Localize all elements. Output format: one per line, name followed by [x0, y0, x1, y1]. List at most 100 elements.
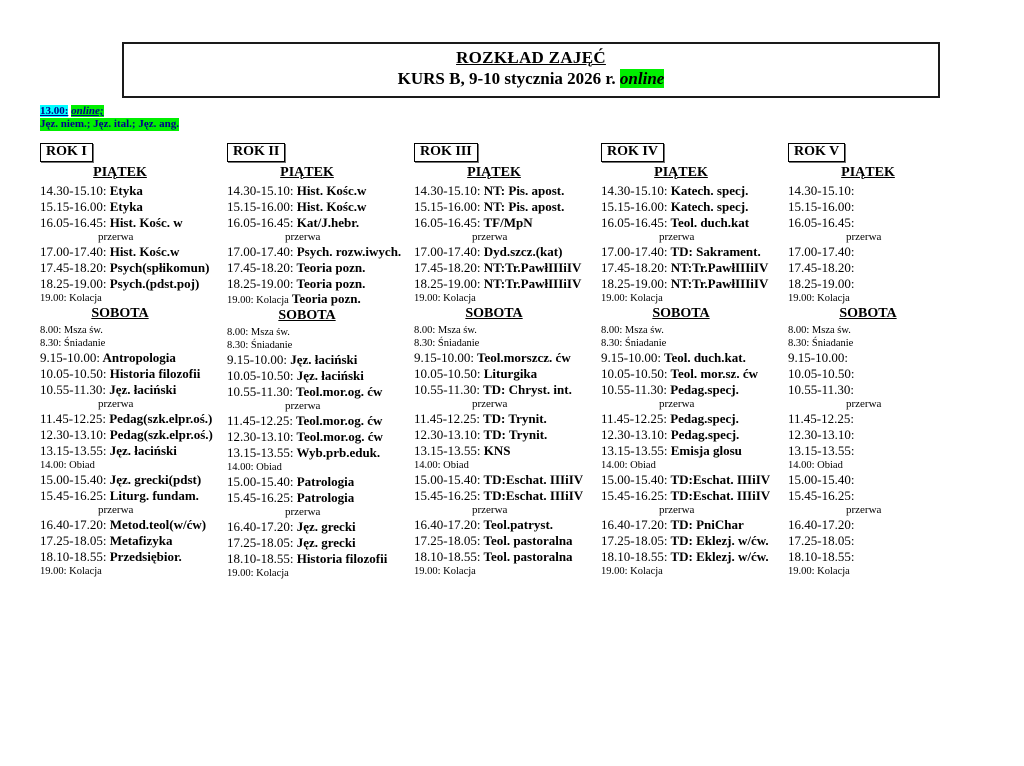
entry-time: 19.00: Kolacja	[601, 566, 663, 577]
year-label-row: ROK I	[40, 142, 227, 164]
schedule-entry: 10.05-10.50: Historia filozofii	[40, 366, 227, 382]
meal-row: 19.00: Kolacja	[40, 565, 227, 578]
entry-time: 9.15-10.00:	[227, 352, 287, 367]
entry-time: 10.55-11.30:	[788, 382, 854, 397]
entry-time: 10.05-10.50:	[40, 366, 107, 381]
entry-subject: Historia filozofii	[106, 366, 201, 381]
schedule-entry: 17.00-17.40:	[788, 244, 945, 260]
entry-time: 19.00: Kolacja	[788, 566, 850, 577]
schedule-entry: 16.40-17.20: Metod.teol(w/ćw)	[40, 517, 227, 533]
meal-row: 8.30: Śniadanie	[788, 337, 945, 350]
entry-subject: Metod.teol(w/ćw)	[106, 517, 207, 532]
entry-time: 18.25-19.00:	[601, 276, 668, 291]
entry-time: 18.25-19.00:	[788, 276, 855, 291]
entry-subject: NT:Tr.PawłIIIiIV	[480, 260, 582, 275]
entry-time: 16.05-16.45:	[414, 215, 481, 230]
entry-time: 17.45-18.20:	[601, 260, 668, 275]
meal-row: 8.30: Śniadanie	[227, 339, 414, 352]
note-languages: Jęz. niem.; Jęz. ital.; Jęz. ang.	[40, 118, 179, 131]
entry-time: 14.00: Obiad	[414, 460, 469, 471]
entry-time: 14.00: Obiad	[40, 460, 95, 471]
entry-time: 8.00: Msza św.	[40, 325, 103, 336]
entry-subject: Hist. Kośc.w	[293, 199, 367, 214]
year-column: ROK II PIĄTEK 14.30-15.10: Hist. Kośc.w 15.…	[227, 142, 414, 580]
entry-subject: NT:Tr.PawłIIIiIV	[667, 276, 769, 291]
meal-row: 14.00: Obiad	[40, 459, 227, 472]
schedule-entry: 16.40-17.20: TD: PniChar	[601, 517, 788, 533]
entry-subject: Teol. mor.sz. ćw	[667, 366, 758, 381]
entry-time: 15.15-16.00:	[788, 199, 855, 214]
meal-row: 8.30: Śniadanie	[601, 337, 788, 350]
schedule-entry: 14.30-15.10: Etyka	[40, 183, 227, 199]
entry-time: 15.45-16.25:	[601, 488, 668, 503]
schedule-entry: 10.05-10.50:	[788, 366, 945, 382]
schedule-entry: 10.55-11.30: Pedag.specj.	[601, 382, 788, 398]
entry-time: 14.30-15.10:	[788, 183, 855, 198]
day-header: PIĄTEK	[467, 165, 521, 180]
entry-time: 12.30-13.10:	[40, 427, 107, 442]
entry-time: 15.00-15.40:	[40, 472, 107, 487]
entry-time: 13.15-13.55:	[414, 443, 481, 458]
year-label-row: ROK II	[227, 142, 414, 164]
entry-time: 12.30-13.10:	[601, 427, 668, 442]
year-label: ROK II	[227, 143, 286, 162]
schedule-entry: 11.45-12.25: TD: Trynit.	[414, 411, 601, 427]
year-label: ROK III	[414, 143, 478, 162]
entry-time: 18.10-18.55:	[601, 549, 668, 564]
schedule-entry: 15.00-15.40:	[788, 472, 945, 488]
entry-time: 16.05-16.45:	[601, 215, 668, 230]
entry-time: 10.05-10.50:	[414, 366, 481, 381]
entry-time: 10.05-10.50:	[601, 366, 668, 381]
entry-time: 18.10-18.55:	[414, 549, 481, 564]
schedule-entry: 13.15-13.55: Jęz. łaciński	[40, 443, 227, 459]
entry-subject: Jęz. łaciński	[293, 368, 364, 383]
entry-time: 17.00-17.40:	[40, 244, 107, 259]
schedule-entry: 17.00-17.40: Dyd.szcz.(kat)	[414, 244, 601, 260]
entry-subject: Teol.mor.og. ćw	[292, 413, 383, 428]
year-column: ROK V PIĄTEK 14.30-15.10: 15.15-16.00: 16.05…	[788, 142, 945, 580]
entry-time: 17.45-18.20:	[414, 260, 481, 275]
schedule-entry: 18.25-19.00: Psych.(pdst.poj)	[40, 276, 227, 292]
entry-subject: Pedag.specj.	[667, 427, 740, 442]
entry-subject: TD: Sakrament.	[667, 244, 761, 259]
day-header: PIĄTEK	[93, 165, 147, 180]
schedule-entry: 14.30-15.10: Katech. specj.	[601, 183, 788, 199]
entry-time: 17.25-18.05:	[40, 533, 107, 548]
schedule-entry: 15.00-15.40: TD:Eschat. IIIiIV	[601, 472, 788, 488]
break-row: przerwa	[285, 400, 321, 412]
day-header: SOBOTA	[652, 306, 710, 321]
schedule-entry: 17.45-18.20:	[788, 260, 945, 276]
schedule-entry: 16.40-17.20: Jęz. grecki	[227, 519, 414, 535]
entry-subject: TD:Eschat. IIIiIV	[480, 472, 584, 487]
entry-subject: TD: PniChar	[667, 517, 744, 532]
entry-time: 12.30-13.10:	[414, 427, 481, 442]
entry-time: 13.15-13.55:	[40, 443, 107, 458]
entry-subject: Teol.mor.og. ćw	[292, 384, 383, 399]
entry-time: 18.25-19.00:	[414, 276, 481, 291]
meal-row: 8.00: Msza św.	[788, 324, 945, 337]
schedule-entry: 17.00-17.40: TD: Sakrament.	[601, 244, 788, 260]
schedule-entry: 15.15-16.00: Hist. Kośc.w	[227, 199, 414, 215]
entry-time: 19.00: Kolacja	[788, 293, 850, 304]
entry-subject: Etyka	[106, 199, 143, 214]
break-row: przerwa	[98, 231, 134, 243]
schedule-entry: 18.25-19.00: NT:Tr.PawłIIIiIV	[601, 276, 788, 292]
entry-subject: Patrologia	[293, 474, 355, 489]
entry-subject: Kat/J.hebr.	[293, 215, 360, 230]
entry-time: 15.15-16.00:	[40, 199, 107, 214]
schedule-entry: 18.10-18.55: Historia filozofii	[227, 551, 414, 567]
entry-subject: Katech. specj.	[667, 199, 749, 214]
note-online: online;	[71, 105, 104, 117]
entry-time: 19.00: Kolacja	[601, 293, 663, 304]
entry-time: 13.15-13.55:	[601, 443, 668, 458]
year-column: ROK I PIĄTEK 14.30-15.10: Etyka 15.15-16.00…	[40, 142, 227, 580]
schedule-entry: 18.10-18.55: Przedsiębior.	[40, 549, 227, 565]
entry-subject: Pedag(szk.elpr.oś.)	[106, 427, 213, 442]
schedule-entry: 16.05-16.45:	[788, 215, 945, 231]
entry-time: 19.00: Kolacja	[227, 295, 289, 306]
break-row: przerwa	[285, 506, 321, 518]
entry-time: 14.00: Obiad	[788, 460, 843, 471]
entry-time: 17.25-18.05:	[414, 533, 481, 548]
schedule-entry: 16.05-16.45: Hist. Kośc. w	[40, 215, 227, 231]
note-line-langs: Jęz. niem.; Jęz. ital.; Jęz. ang.	[40, 118, 1024, 131]
